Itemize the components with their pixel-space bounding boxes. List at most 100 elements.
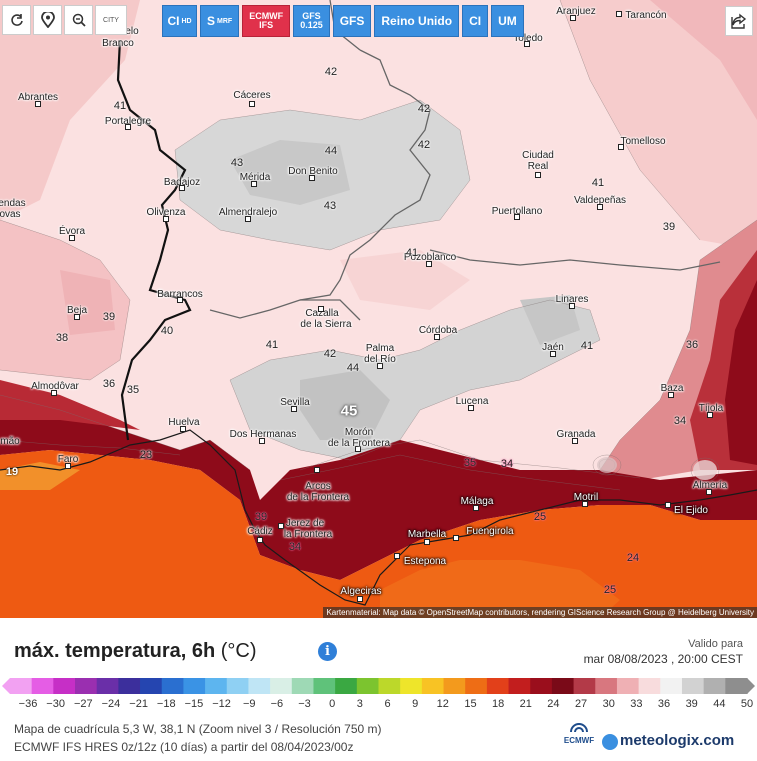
- model-selector: CI HD S MRF ECMWF IFS GFS 0.125 GFS Reino Unido CI…: [162, 5, 524, 37]
- city-marker: [355, 446, 361, 452]
- temperature-value: 41: [591, 177, 605, 189]
- model-button-1[interactable]: S MRF: [200, 5, 240, 37]
- locate-button[interactable]: [33, 5, 62, 35]
- city-label: Linares: [555, 294, 589, 305]
- zoom-out-button[interactable]: [64, 5, 93, 35]
- scale-swatch: [595, 678, 618, 694]
- city-marker: [616, 11, 622, 17]
- temperature-value: 42: [417, 103, 431, 115]
- city-label: Dos Hermanas: [229, 429, 297, 440]
- model-button-sub: IFS: [259, 20, 274, 30]
- scale-tick-label: 27: [574, 698, 588, 710]
- weather-map[interactable]: Aranjuez Tarancón elo Branco Toledo Abrantes C…: [0, 0, 757, 618]
- city-label: del Río: [364, 354, 396, 365]
- city-label: de la Frontera: [327, 438, 391, 449]
- model-button-6[interactable]: CI: [462, 5, 489, 37]
- model-button-label: S: [207, 14, 216, 28]
- scale-swatch: [118, 678, 141, 694]
- scale-swatch: [725, 678, 748, 694]
- city-marker: [163, 216, 169, 222]
- legend-panel: máx. temperatura, 6h (°C) i Valido para …: [0, 618, 757, 761]
- model-button-sub: MRF: [217, 17, 233, 25]
- city-marker: [582, 501, 588, 507]
- grid-description: Mapa de cuadrícula 5,3 W, 38,1 N (Zoom n…: [14, 722, 382, 736]
- temperature-value: 39: [662, 221, 676, 233]
- scale-min-arrow: [2, 678, 10, 694]
- city-label: mão: [0, 436, 20, 447]
- city-marker: [278, 523, 284, 529]
- city-marker: [426, 261, 432, 267]
- city-label: Ciudad: [522, 150, 554, 161]
- model-button-label: GFS: [302, 11, 321, 21]
- city-toggle-button[interactable]: CITY: [95, 5, 127, 35]
- temperature-value: 24: [626, 552, 640, 564]
- scale-swatch: [356, 678, 380, 694]
- city-label: El Ejido: [674, 505, 708, 516]
- valid-label: Valido para: [688, 638, 743, 650]
- city-label: Almodôvar: [31, 381, 79, 392]
- scale-tick-label: 50: [740, 698, 754, 710]
- city-marker: [245, 216, 251, 222]
- scale-tick-label: 15: [464, 698, 477, 710]
- city-marker: [179, 185, 185, 191]
- city-label: Real: [527, 161, 549, 172]
- city-label: ovas: [0, 209, 21, 220]
- model-button-2[interactable]: ECMWF IFS: [242, 5, 291, 37]
- city-label: Cáceres: [233, 90, 271, 101]
- temperature-value: 41: [265, 339, 279, 351]
- city-marker: [249, 101, 255, 107]
- model-button-4[interactable]: GFS: [332, 5, 372, 37]
- scale-tick-label: −27: [73, 698, 93, 710]
- meteologix-brand[interactable]: meteologix.com: [620, 732, 734, 749]
- scale-tick-label: 6: [384, 698, 391, 710]
- temperature-value: 34: [500, 458, 514, 470]
- model-button-label: CI: [469, 14, 482, 28]
- city-marker: [569, 303, 575, 309]
- city-label: Badajoz: [163, 177, 201, 188]
- city-label: Tíjola: [698, 403, 724, 414]
- scale-swatch: [183, 678, 206, 694]
- scale-swatch: [53, 678, 76, 694]
- temperature-value: 39: [102, 311, 116, 323]
- city-label: Branco: [102, 38, 134, 49]
- temperature-field: [0, 0, 757, 618]
- city-label: Cádiz: [247, 526, 273, 537]
- model-button-7[interactable]: UM: [491, 5, 524, 37]
- scale-tick-label: 24: [547, 698, 560, 710]
- model-button-0[interactable]: CI HD: [162, 5, 197, 37]
- city-label: Don Benito: [288, 166, 338, 177]
- city-marker: [468, 405, 474, 411]
- model-button-3[interactable]: GFS 0.125: [293, 5, 330, 37]
- scale-tick-label: 3: [356, 698, 363, 710]
- temperature-value: 44: [346, 362, 360, 374]
- city-marker: [357, 596, 363, 602]
- city-marker: [572, 438, 578, 444]
- scale-tick-label: 18: [491, 698, 505, 710]
- city-marker: [618, 144, 624, 150]
- model-button-label: GFS: [339, 14, 365, 28]
- map-attribution[interactable]: Kartenmaterial: Map data © OpenStreetMap…: [323, 607, 757, 618]
- color-scale-bar: [2, 678, 755, 694]
- city-label: Faro: [57, 454, 79, 465]
- city-label: Pozoblanco: [403, 252, 457, 263]
- city-label: Toledo: [513, 33, 543, 44]
- city-label: Fuengirola: [466, 526, 514, 537]
- scale-swatch: [400, 678, 423, 694]
- share-button[interactable]: [725, 6, 753, 36]
- city-label: de la Frontera: [286, 492, 350, 503]
- city-marker: [257, 537, 263, 543]
- temperature-value: 41: [405, 247, 419, 259]
- city-marker: [453, 535, 459, 541]
- temperature-value: 34: [288, 541, 302, 553]
- scale-swatch: [335, 678, 358, 694]
- city-label: Beja: [66, 305, 88, 316]
- scale-swatch: [226, 678, 250, 694]
- city-marker: [706, 489, 712, 495]
- info-icon[interactable]: i: [318, 642, 337, 661]
- refresh-button[interactable]: [2, 5, 31, 35]
- model-button-5[interactable]: Reino Unido: [374, 5, 460, 37]
- city-label: Málaga: [460, 496, 494, 507]
- scale-tick-label: −9: [242, 698, 256, 710]
- model-button-label: CI: [167, 14, 180, 28]
- model-button-label: UM: [498, 14, 517, 28]
